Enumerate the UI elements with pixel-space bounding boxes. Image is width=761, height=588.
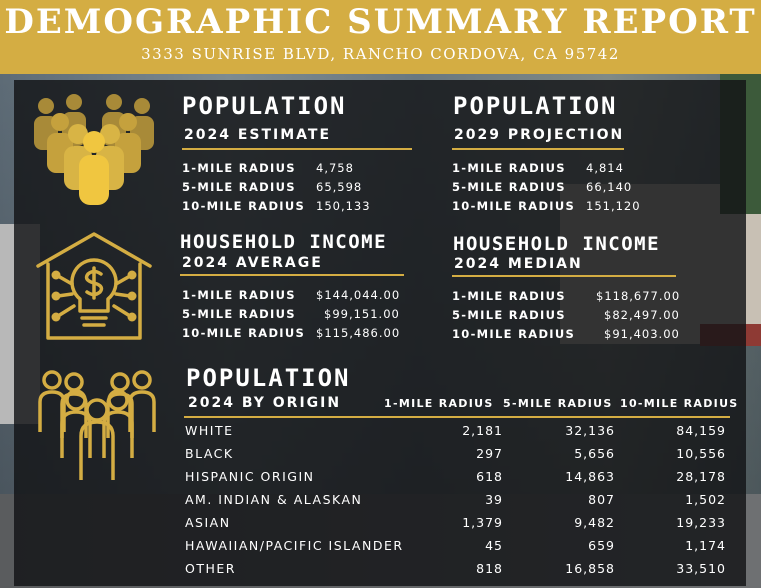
income-average-value: $99,151.00 [324, 307, 400, 321]
population-2029-value: 4,814 [586, 161, 624, 175]
origin-name: AM. INDIAN & ALASKAN [185, 492, 363, 507]
income-median-label: 5-MILE RADIUS [452, 308, 566, 322]
origin-column-header: 5-MILE RADIUS [503, 397, 613, 410]
origin-5-mile-value: 807 [588, 492, 615, 507]
origin-1-mile-value: 39 [485, 492, 503, 507]
origin-name: OTHER [185, 561, 236, 576]
population-2024-value: 4,758 [316, 161, 354, 175]
table-row: BLACK 297 5,656 10,556 [185, 443, 729, 466]
report-header: DEMOGRAPHIC SUMMARY REPORT 3333 SUNRISE … [0, 0, 761, 74]
income-median-divider [452, 275, 676, 277]
origin-1-mile-value: 1,379 [462, 515, 503, 530]
origin-10-mile-value: 19,233 [676, 515, 726, 530]
property-address: 3333 SUNRISE BLVD, RANCHO CORDOVA, CA 95… [141, 45, 620, 63]
origin-name: HAWAIIAN/PACIFIC ISLANDER [185, 538, 404, 553]
origin-10-mile-value: 28,178 [676, 469, 726, 484]
origin-name: WHITE [185, 423, 234, 438]
population-2024-label: 1-MILE RADIUS [182, 161, 296, 175]
origin-10-mile-value: 33,510 [676, 561, 726, 576]
origin-1-mile-value: 297 [476, 446, 503, 461]
origin-5-mile-value: 659 [588, 538, 615, 553]
origin-1-mile-value: 2,181 [462, 423, 503, 438]
population-2029-value: 66,140 [586, 180, 633, 194]
income-average-label: 10-MILE RADIUS [182, 326, 306, 340]
table-row: OTHER 818 16,858 33,510 [185, 558, 729, 581]
population-2029-label: 10-MILE RADIUS [452, 199, 576, 213]
income-average-heading: HOUSEHOLD INCOME [180, 231, 388, 253]
origin-10-mile-value: 84,159 [676, 423, 726, 438]
origin-heading: POPULATION [186, 364, 351, 392]
income-median-value: $91,403.00 [604, 327, 680, 341]
population-2029-value: 151,120 [586, 199, 641, 213]
origin-5-mile-value: 5,656 [574, 446, 615, 461]
table-row: ASIAN 1,379 9,482 19,233 [185, 512, 729, 535]
population-2029-label: 1-MILE RADIUS [452, 161, 566, 175]
income-median-value: $118,677.00 [596, 289, 681, 303]
income-average-subheading: 2024 AVERAGE [182, 255, 323, 271]
income-median-label: 10-MILE RADIUS [452, 327, 576, 341]
population-2024-divider [182, 148, 412, 150]
income-average-label: 1-MILE RADIUS [182, 288, 296, 302]
income-median-label: 1-MILE RADIUS [452, 289, 566, 303]
origin-name: HISPANIC ORIGIN [185, 469, 315, 484]
people-group-icon [34, 94, 154, 205]
income-median-value: $82,497.00 [604, 308, 680, 322]
origin-name: BLACK [185, 446, 234, 461]
report-title: DEMOGRAPHIC SUMMARY REPORT [4, 2, 757, 42]
origin-10-mile-value: 10,556 [676, 446, 726, 461]
origin-1-mile-value: 45 [485, 538, 503, 553]
origin-10-mile-value: 1,174 [685, 538, 726, 553]
origin-5-mile-value: 9,482 [574, 515, 615, 530]
origin-5-mile-value: 32,136 [565, 423, 615, 438]
origin-divider [184, 416, 730, 418]
table-row: AM. INDIAN & ALASKAN 39 807 1,502 [185, 489, 729, 512]
origin-10-mile-value: 1,502 [685, 492, 726, 507]
population-2024-value: 65,598 [316, 180, 363, 194]
origin-5-mile-value: 16,858 [565, 561, 615, 576]
origin-1-mile-value: 618 [476, 469, 503, 484]
income-average-divider [180, 274, 404, 276]
table-row: HAWAIIAN/PACIFIC ISLANDER 45 659 1,174 [185, 535, 729, 558]
table-row: HISPANIC ORIGIN 618 14,863 28,178 [185, 466, 729, 489]
origin-column-header: 1-MILE RADIUS [384, 397, 494, 410]
income-average-value: $115,486.00 [316, 326, 401, 340]
house-lightbulb-dollar-icon [36, 232, 152, 340]
origin-column-header: 10-MILE RADIUS [620, 397, 739, 410]
population-2024-subheading: 2024 ESTIMATE [184, 127, 332, 143]
population-2024-heading: POPULATION [182, 92, 347, 120]
table-row: WHITE 2,181 32,136 84,159 [185, 420, 729, 443]
origin-5-mile-value: 14,863 [565, 469, 615, 484]
population-2029-divider [452, 148, 624, 150]
population-2029-heading: POPULATION [453, 92, 618, 120]
origin-name: ASIAN [185, 515, 231, 530]
income-average-value: $144,044.00 [316, 288, 401, 302]
income-median-heading: HOUSEHOLD INCOME [453, 233, 661, 255]
population-2029-label: 5-MILE RADIUS [452, 180, 566, 194]
population-2024-label: 5-MILE RADIUS [182, 180, 296, 194]
income-average-label: 5-MILE RADIUS [182, 307, 296, 321]
population-2029-subheading: 2029 PROJECTION [454, 127, 625, 143]
income-median-subheading: 2024 MEDIAN [454, 256, 583, 272]
origin-1-mile-value: 818 [476, 561, 503, 576]
origin-subheading: 2024 BY ORIGIN [188, 395, 342, 411]
people-outline-icon [38, 370, 156, 480]
population-2024-label: 10-MILE RADIUS [182, 199, 306, 213]
population-2024-value: 150,133 [316, 199, 371, 213]
